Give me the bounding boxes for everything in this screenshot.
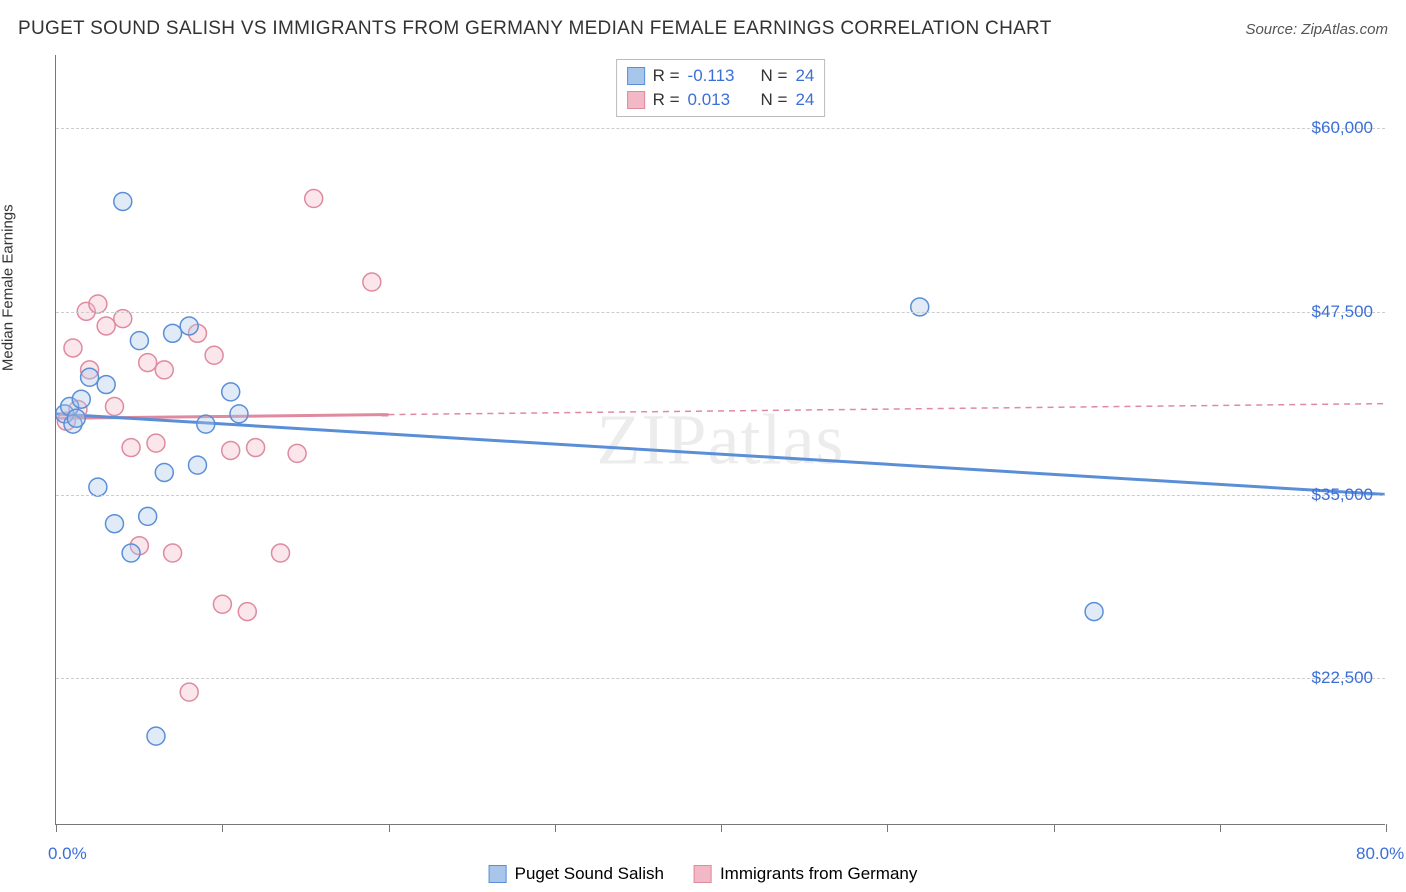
xtick — [1054, 824, 1055, 832]
gridline — [56, 312, 1385, 313]
legend-label-series2: Immigrants from Germany — [720, 864, 917, 884]
n-label: N = — [761, 66, 788, 86]
swatch-series1 — [627, 67, 645, 85]
stats-row-series1: R = -0.113 N = 24 — [627, 64, 815, 88]
ytick-label: $35,000 — [1312, 485, 1373, 505]
ytick-label: $47,500 — [1312, 302, 1373, 322]
legend-item-series1: Puget Sound Salish — [489, 864, 664, 884]
chart-header: PUGET SOUND SALISH VS IMMIGRANTS FROM GE… — [18, 18, 1388, 40]
n-label: N = — [761, 90, 788, 110]
legend-item-series2: Immigrants from Germany — [694, 864, 917, 884]
xtick — [389, 824, 390, 832]
source-credit: Source: ZipAtlas.com — [1245, 21, 1388, 38]
chart-title: PUGET SOUND SALISH VS IMMIGRANTS FROM GE… — [18, 18, 1052, 40]
r-value-series1: -0.113 — [688, 66, 743, 86]
y-axis-label: Median Female Earnings — [0, 204, 17, 371]
swatch-series1 — [489, 865, 507, 883]
xtick-label: 0.0% — [48, 844, 87, 864]
n-value-series1: 24 — [795, 66, 814, 86]
xtick — [222, 824, 223, 832]
gridline — [56, 495, 1385, 496]
r-value-series2: 0.013 — [688, 90, 743, 110]
xtick — [1386, 824, 1387, 832]
xtick — [1220, 824, 1221, 832]
bottom-legend: Puget Sound Salish Immigrants from Germa… — [489, 864, 918, 884]
ytick-label: $60,000 — [1312, 118, 1373, 138]
swatch-series2 — [694, 865, 712, 883]
n-value-series2: 24 — [795, 90, 814, 110]
xtick-label: 80.0% — [1356, 844, 1404, 864]
gridline — [56, 128, 1385, 129]
swatch-series2 — [627, 91, 645, 109]
xtick — [555, 824, 556, 832]
xtick — [721, 824, 722, 832]
r-label: R = — [653, 90, 680, 110]
r-label: R = — [653, 66, 680, 86]
stats-legend-box: R = -0.113 N = 24 R = 0.013 N = 24 — [616, 59, 826, 117]
xtick — [887, 824, 888, 832]
gridline — [56, 678, 1385, 679]
plot-area: ZIPatlas R = -0.113 N = 24 R = 0.013 N =… — [55, 55, 1385, 825]
xtick — [56, 824, 57, 832]
legend-label-series1: Puget Sound Salish — [515, 864, 664, 884]
ytick-label: $22,500 — [1312, 668, 1373, 688]
chart-svg — [56, 55, 1385, 824]
stats-row-series2: R = 0.013 N = 24 — [627, 88, 815, 112]
watermark: ZIPatlas — [597, 398, 845, 481]
